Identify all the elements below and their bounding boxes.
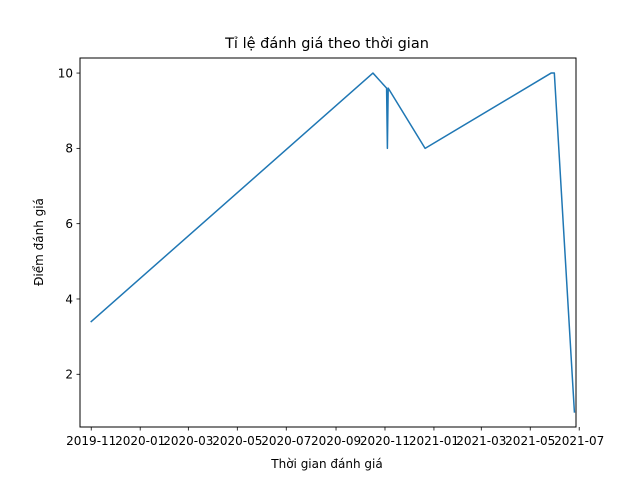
x-tick-label: 2019-11 [66,434,116,448]
chart-title: Tỉ lệ đánh giá theo thời gian [224,36,429,52]
x-tick-label: 2020-11 [360,434,410,448]
x-tick-label: 2020-05 [212,434,262,448]
axes-frame [79,57,577,428]
y-axis-label: Điểm đánh giá [32,198,46,286]
y-tick-label: 6 [65,217,73,231]
x-tick-label: 2021-05 [505,434,555,448]
x-tick-label: 2020-07 [261,434,311,448]
y-tick-label: 4 [65,292,73,306]
x-axis-label: Thời gian đánh giá [270,457,382,471]
series-line-1 [90,72,576,413]
y-tick-label: 10 [58,66,73,80]
x-tick-label: 2020-01 [115,434,165,448]
x-tick-label: 2020-09 [311,434,361,448]
x-tick-label: 2020-03 [163,434,213,448]
x-tick-label: 2021-01 [409,434,459,448]
x-tick-label: 2021-03 [456,434,506,448]
y-tick-label: 8 [65,142,73,156]
y-axis-ticks: 2 4 6 8 10 [58,66,80,382]
plot-area [90,72,576,413]
y-tick-label: 2 [65,368,73,382]
x-tick-label: 2021-07 [554,434,604,448]
